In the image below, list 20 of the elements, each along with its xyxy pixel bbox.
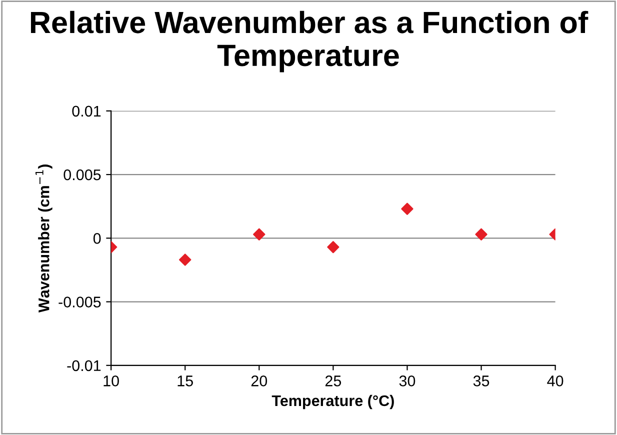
point xyxy=(327,240,340,254)
point xyxy=(401,202,414,215)
y-tick-label: 0.005 xyxy=(64,169,101,180)
x-tick-label: 20 xyxy=(251,376,268,386)
x-tick-label: 35 xyxy=(473,376,490,386)
y-tick-label: -0.005 xyxy=(58,296,101,308)
point xyxy=(253,228,266,240)
y-axis-title: Wavenumber (cm$^{−1}$) xyxy=(36,164,52,313)
x-axis-title: Temperature (°C) xyxy=(272,394,394,410)
y-tick-label: 0 xyxy=(93,233,101,244)
point xyxy=(475,228,488,240)
chart-title: Relative Wavenumber as a Function of Temperature xyxy=(30,10,588,72)
x-tick-label: 25 xyxy=(325,376,342,386)
x-tick-label: 40 xyxy=(547,376,564,386)
x-tick-label: 10 xyxy=(104,376,119,386)
point xyxy=(179,254,192,266)
y-tick-label: 0.01 xyxy=(72,106,101,117)
x-tick-label: 15 xyxy=(178,376,193,386)
y-tick-label: -0.01 xyxy=(67,360,101,372)
x-tick-label: 30 xyxy=(399,376,416,386)
